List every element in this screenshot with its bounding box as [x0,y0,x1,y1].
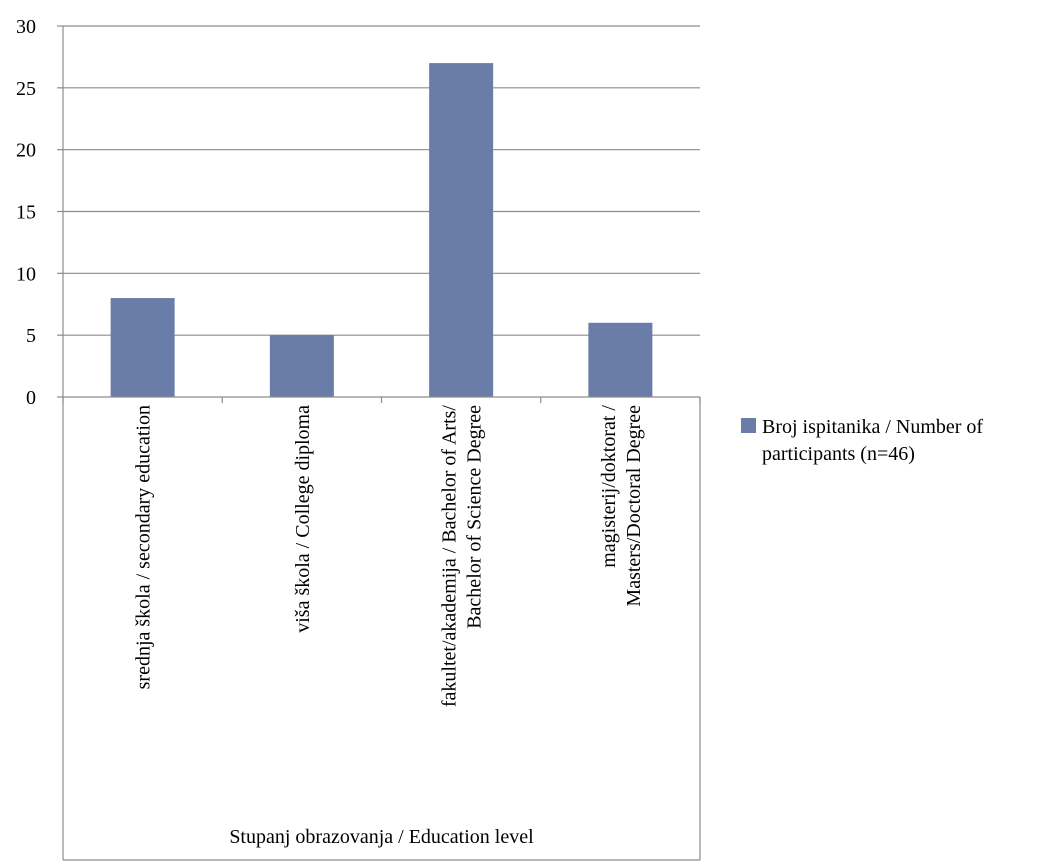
legend-label: Broj ispitanika / Number of [762,416,983,438]
legend-swatch [741,418,756,433]
axes [57,25,701,861]
x-category-label: Bachelor of Science Degree [464,405,486,629]
bars [110,63,653,397]
x-category-labels: srednja škola / secondary education viša … [133,405,645,708]
x-category-label: Masters/Doctoral Degree [623,405,645,607]
x-category-label: magisterij/doktorat / [598,405,620,568]
x-category-label: srednja škola / secondary education [133,405,155,689]
gridlines [63,25,700,336]
y-tick-label: 30 [16,16,36,38]
y-tick-label: 5 [26,325,36,347]
y-tick-labels: 0 5 10 15 20 25 30 [16,16,36,409]
y-tick-label: 10 [16,263,36,285]
x-category-label: fakultet/akademija / Bachelor of Arts/ [439,405,461,708]
y-tick-label: 0 [26,387,36,409]
x-category-label: viša škola / College diploma [292,405,314,633]
bar [588,322,653,397]
legend: Broj ispitanika / Number of participants … [741,416,983,465]
bar [429,63,494,397]
bar [269,335,334,397]
y-tick-label: 20 [16,140,36,162]
y-tick-label: 25 [16,78,36,100]
x-axis-title: Stupanj obrazovanja / Education level [229,826,534,848]
legend-label: participants (n=46) [762,443,915,465]
y-tick-label: 15 [16,202,36,224]
bar [110,298,175,397]
